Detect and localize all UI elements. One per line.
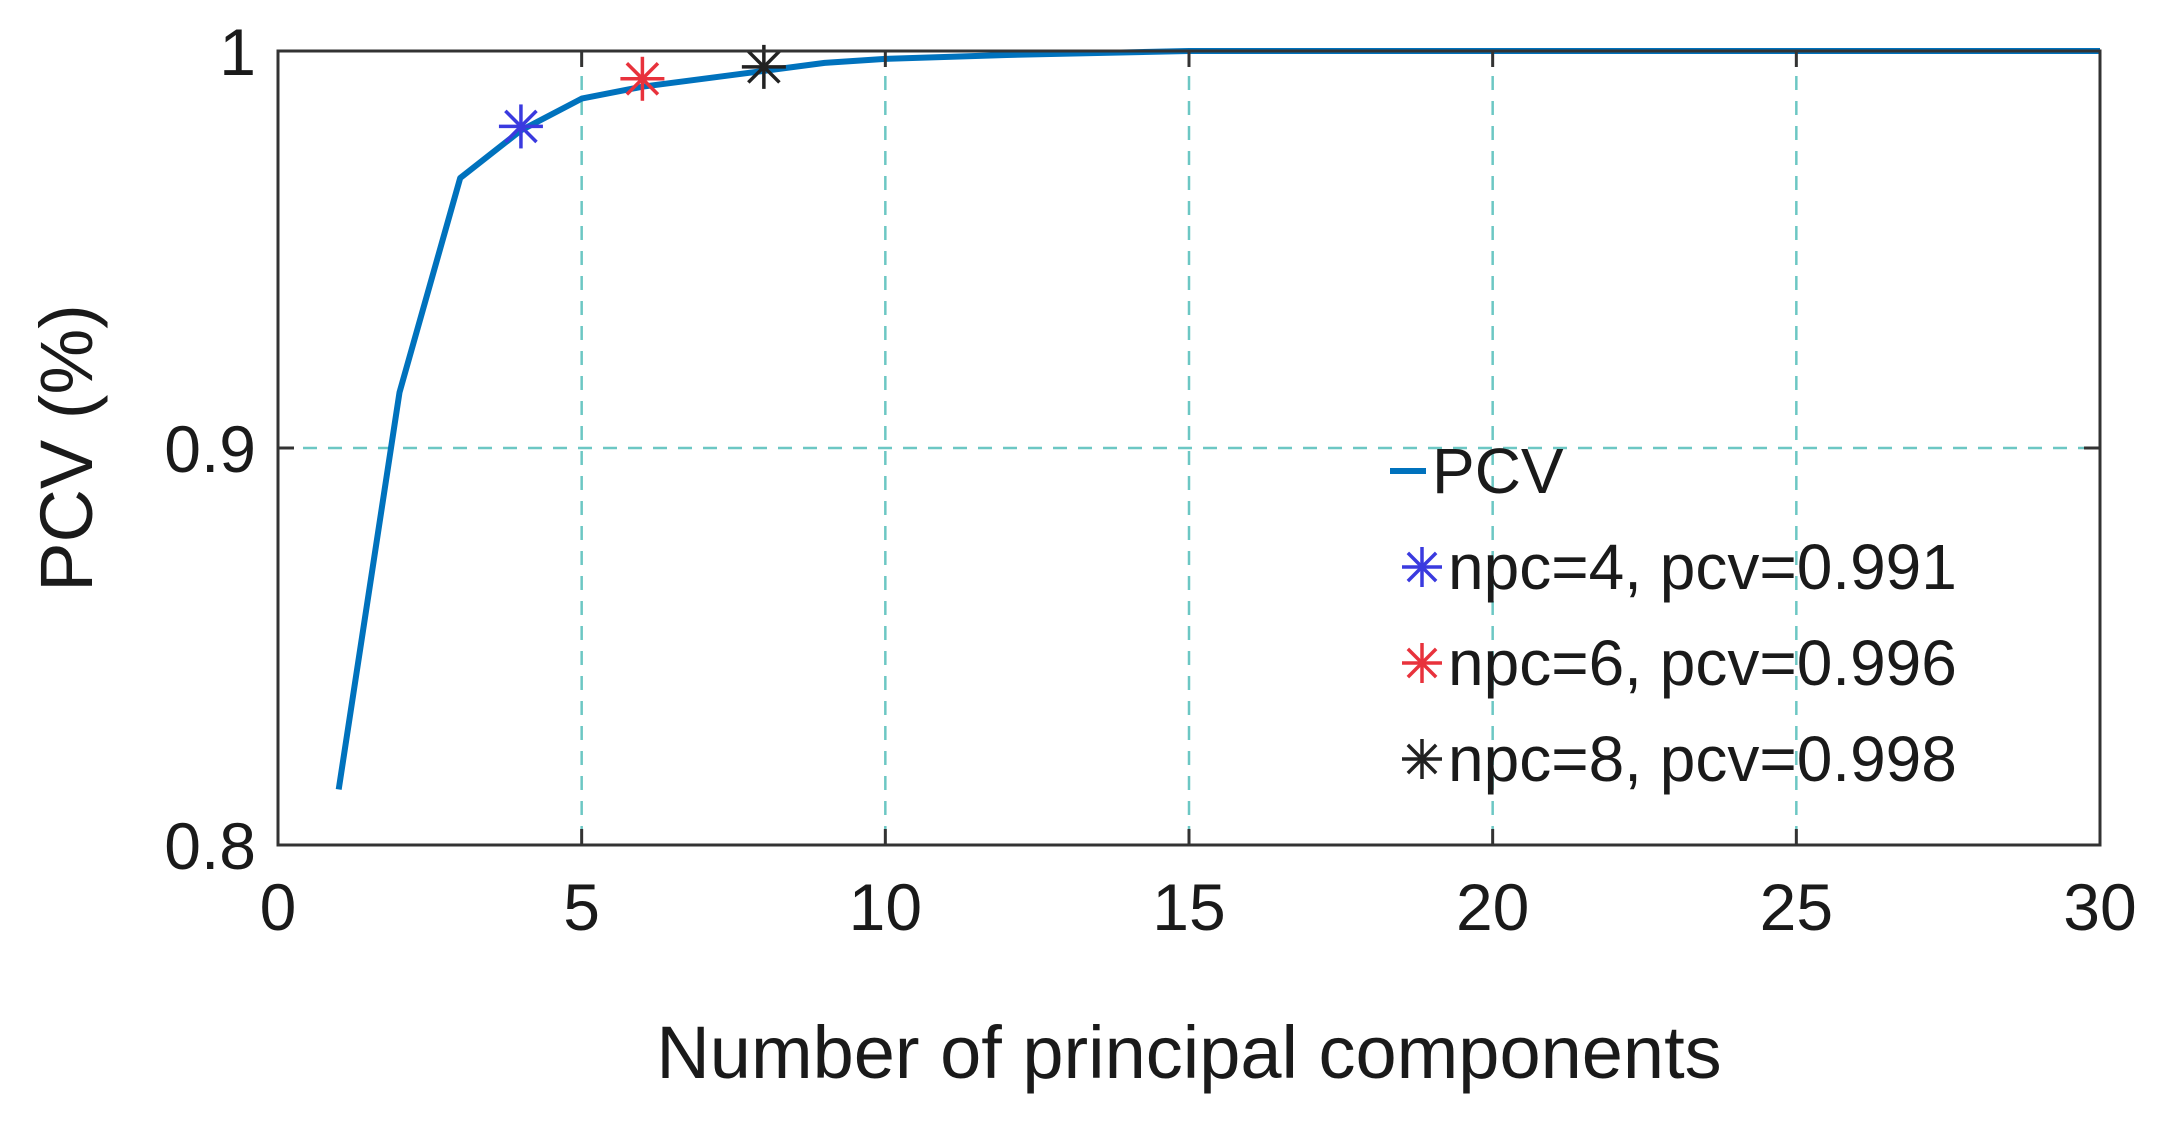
x-tick-label: 10	[849, 870, 922, 944]
legend-label-npc-6: npc=6, pcv=0.996	[1448, 627, 1957, 699]
marker-layer	[498, 44, 786, 149]
y-tick-label: 0.9	[164, 412, 256, 486]
x-tick-label: 5	[563, 870, 600, 944]
x-tick-label: 15	[1152, 870, 1225, 944]
legend-marker-npc-8	[1402, 739, 1442, 779]
legend-marker-npc-6	[1402, 643, 1442, 683]
y-tick-label: 0.8	[164, 809, 256, 883]
legend-marker-npc-4	[1402, 547, 1442, 587]
marker-npc-6	[620, 56, 665, 101]
y-tick-label: 1	[219, 15, 256, 89]
y-axis-title: PCV (%)	[25, 304, 108, 592]
marker-npc-6-stroke	[625, 61, 660, 96]
legend-marker-npc-6-stroke	[1406, 647, 1438, 679]
x-tick-label: 25	[1760, 870, 1833, 944]
marker-npc-4-stroke	[504, 109, 538, 144]
legend-label-pcv: PCV	[1432, 435, 1564, 507]
x-tick-label: 0	[260, 870, 297, 944]
x-tick-label: 30	[2063, 870, 2136, 944]
x-tick-label: 20	[1456, 870, 1529, 944]
legend-label-npc-4: npc=4, pcv=0.991	[1448, 531, 1957, 603]
legend-marker-npc-4-stroke	[1406, 551, 1438, 583]
legend: PCV npc=4, pcv=0.991 npc=6, pcv=0.996 npc=8…	[1390, 435, 1957, 795]
marker-npc-8	[741, 44, 786, 89]
x-axis-title: Number of principal components	[656, 1011, 1721, 1094]
axis-ticks: 0 5 10 15 20 25 30 0.8 0.9 1	[164, 15, 2136, 944]
legend-label-npc-8: npc=8, pcv=0.998	[1448, 723, 1957, 795]
marker-npc-8-stroke	[747, 50, 781, 84]
grid-lines	[278, 51, 2100, 845]
marker-npc-4	[498, 104, 543, 149]
legend-marker-npc-8-stroke	[1406, 743, 1438, 775]
